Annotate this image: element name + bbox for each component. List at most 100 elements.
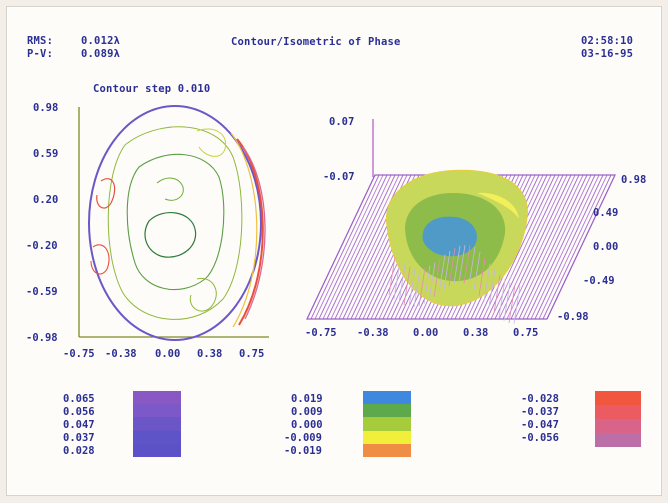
iso-x-tick: 0.00 bbox=[413, 327, 438, 339]
plane-hatch-line bbox=[518, 174, 588, 320]
legend-color-bar bbox=[595, 391, 641, 447]
aperture-outline bbox=[88, 105, 262, 341]
contour-line bbox=[96, 178, 116, 209]
legend-value: 0.000 bbox=[291, 419, 323, 431]
rms-label: RMS: bbox=[27, 35, 54, 47]
plane-hatch-line bbox=[514, 174, 584, 320]
rms-value: 0.012λ bbox=[81, 35, 121, 47]
plane-hatch-line bbox=[534, 174, 604, 320]
z-tick: -0.07 bbox=[323, 171, 355, 183]
contour-x-tick: 0.75 bbox=[239, 348, 264, 360]
legend-swatch bbox=[133, 404, 181, 418]
surface-drop-line bbox=[428, 262, 436, 301]
pv-label: P-V: bbox=[27, 48, 54, 60]
surface-drop-line bbox=[513, 285, 521, 324]
contour-line bbox=[196, 128, 227, 157]
legend-color-bar bbox=[363, 391, 411, 457]
z-tick: 0.07 bbox=[329, 116, 354, 128]
iso-x-tick: 0.38 bbox=[463, 327, 488, 339]
surface-low-region bbox=[422, 216, 477, 257]
surface-drop-line bbox=[483, 263, 491, 302]
legend-swatch bbox=[363, 417, 411, 431]
surface-drop-line bbox=[398, 264, 406, 303]
plane-hatch-line bbox=[318, 174, 388, 320]
surface-drop-line bbox=[463, 245, 471, 284]
screen-frame: RMS: 0.012λ P-V: 0.089λ Contour/Isometri… bbox=[6, 6, 662, 496]
contour-y-tick: -0.98 bbox=[26, 332, 58, 344]
surface-drop-line bbox=[478, 257, 486, 296]
legend-value: 0.047 bbox=[63, 419, 95, 431]
surface-drop-line bbox=[403, 267, 411, 306]
contour-x-tick: -0.38 bbox=[105, 348, 137, 360]
surface-drop-line bbox=[493, 274, 501, 313]
isometric-plot: 0.07 -0.07 -0.75 -0.38 0.00 0.38 0.75 0.… bbox=[305, 116, 646, 339]
legend-swatch bbox=[595, 419, 641, 433]
legend-value: 0.028 bbox=[63, 445, 95, 457]
plane-hatch-line bbox=[498, 174, 568, 320]
surface-drop-line bbox=[448, 247, 456, 286]
surface-drop-line bbox=[438, 254, 446, 293]
legend-value: 0.065 bbox=[63, 393, 95, 405]
plane-hatch-line bbox=[486, 174, 556, 320]
legend-swatch bbox=[595, 405, 641, 419]
legend-swatch bbox=[363, 404, 411, 418]
legend-value: 0.037 bbox=[63, 432, 95, 444]
contour-line bbox=[90, 244, 110, 275]
plane-hatch-line bbox=[494, 174, 564, 320]
contour-y-tick: -0.59 bbox=[26, 286, 58, 298]
plane-hatch-line bbox=[310, 174, 380, 320]
surface-drop-line bbox=[453, 245, 461, 284]
iso-y-tick: 0.49 bbox=[593, 207, 618, 219]
contour-line bbox=[144, 212, 197, 258]
contour-x-tick: 0.38 bbox=[197, 348, 222, 360]
contour-x-tick: -0.75 bbox=[63, 348, 95, 360]
legend-swatch bbox=[133, 430, 181, 444]
contour-line bbox=[242, 146, 266, 320]
contour-x-tick: 0.00 bbox=[155, 348, 180, 360]
legend-value: 0.056 bbox=[63, 406, 95, 418]
legend-swatch bbox=[133, 417, 181, 431]
legend-swatch bbox=[595, 433, 641, 447]
plane-hatch-line bbox=[526, 174, 596, 320]
surface-drop-line bbox=[503, 282, 511, 321]
contour-y-tick: 0.98 bbox=[33, 102, 58, 114]
pv-value: 0.089λ bbox=[81, 48, 121, 60]
plane-hatch-line bbox=[522, 174, 592, 320]
time-readout: 02:58:10 bbox=[581, 35, 634, 47]
iso-y-tick: 0.00 bbox=[593, 241, 618, 253]
surface-drop-line bbox=[508, 284, 516, 323]
plane-hatch-line bbox=[330, 174, 400, 320]
surface-drop-line bbox=[393, 260, 401, 299]
date-readout: 03-16-95 bbox=[581, 48, 634, 60]
plane-hatch-line bbox=[314, 174, 384, 320]
iso-y-tick: -0.49 bbox=[583, 275, 615, 287]
plane-hatch-line bbox=[530, 174, 600, 320]
surface-drop-line bbox=[418, 267, 426, 306]
legend-value: -0.009 bbox=[284, 432, 322, 444]
iso-x-tick: -0.38 bbox=[357, 327, 389, 339]
contour-step-label: Contour step 0.010 bbox=[93, 83, 211, 95]
legend-color-bar bbox=[133, 391, 181, 457]
legend-value: -0.037 bbox=[521, 406, 559, 418]
surface-drop-line bbox=[488, 269, 496, 308]
surface-mesh bbox=[388, 244, 521, 324]
surface-drop-line bbox=[458, 244, 466, 284]
plane-outline bbox=[306, 174, 616, 320]
contour-line bbox=[230, 132, 258, 328]
contour-y-tick: -0.20 bbox=[26, 240, 58, 252]
contour-y-tick: 0.20 bbox=[33, 194, 58, 206]
surface-drop-line bbox=[388, 256, 396, 296]
legend-value: -0.056 bbox=[521, 432, 559, 444]
surface-drop-line bbox=[423, 265, 431, 304]
legend-swatch bbox=[595, 391, 641, 405]
legend-swatch bbox=[363, 430, 411, 444]
contour-line bbox=[189, 277, 217, 312]
legend-swatch bbox=[363, 391, 411, 405]
contour-line bbox=[107, 126, 243, 320]
contour-y-tick: 0.59 bbox=[33, 148, 58, 160]
legend-value: 0.019 bbox=[291, 393, 323, 405]
surface-high-region bbox=[477, 192, 519, 219]
legend-swatch bbox=[133, 391, 181, 405]
contour-line bbox=[126, 153, 225, 291]
plane-hatch-line bbox=[322, 174, 392, 320]
